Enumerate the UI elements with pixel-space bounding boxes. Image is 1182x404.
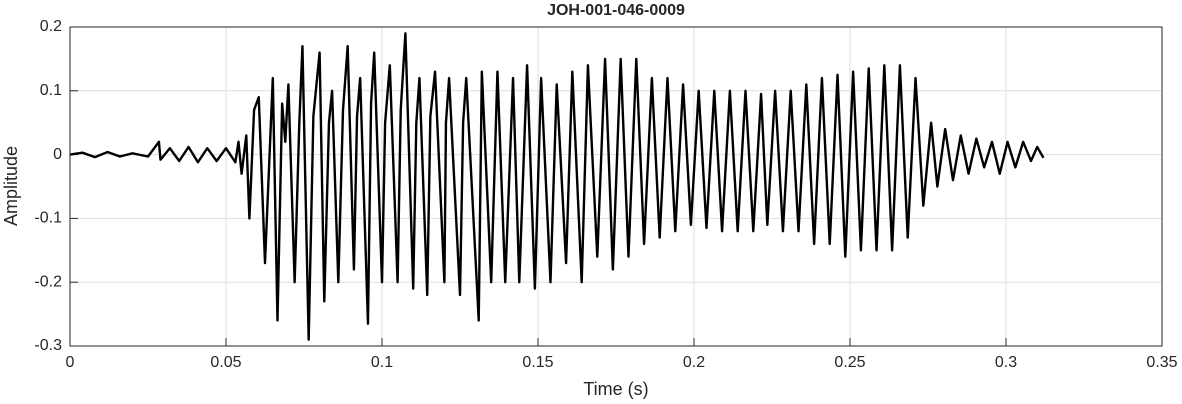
y-tick-label: 0.2 [40,18,62,35]
y-axis-label: Amplitude [1,146,21,226]
y-tick-label: 0.1 [40,82,62,99]
x-tick-label: 0 [66,354,75,371]
axes-box [69,26,1163,347]
x-tick-label: 0.3 [995,354,1017,371]
x-tick-label: 0.1 [371,354,393,371]
x-tick-label: 0.05 [210,354,241,371]
x-tick-label: 0.25 [834,354,865,371]
y-tick-label: -0.3 [34,337,62,354]
x-axis-label: Time (s) [583,379,648,399]
y-tick-label: -0.1 [34,210,62,227]
waveform-line [69,32,1045,341]
chart-title: JOH-001-046-0009 [547,2,685,19]
x-tick-label: 0.2 [683,354,705,371]
x-tick-label: 0.35 [1146,354,1177,371]
y-tick-label: 0 [53,146,62,163]
x-tick-label: 0.15 [522,354,553,371]
y-tick-label: -0.2 [34,273,62,290]
